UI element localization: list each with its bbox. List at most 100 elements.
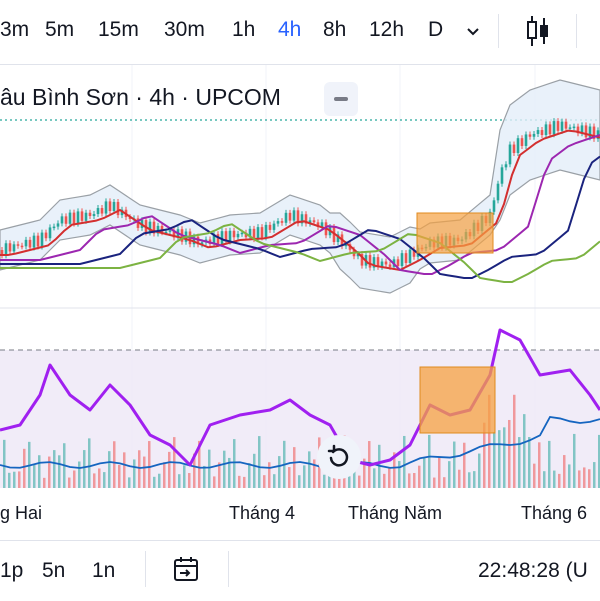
volume-bar [138,450,141,488]
reset-icon[interactable] [317,435,361,479]
candle-body [292,210,296,221]
range-5n[interactable]: 5n [42,559,66,582]
volume-bar [423,457,426,488]
volume-bar [473,471,476,488]
bottom-divider-2 [228,551,229,587]
candlestick-icon[interactable] [524,14,552,48]
volume-bar [268,462,271,488]
chart-area[interactable] [0,65,600,490]
candle-body [552,121,556,135]
volume-bar [123,452,126,488]
volume-bar [308,451,311,488]
bottom-toolbar: 1p 5n 1n 22:48:28 (U [0,540,600,601]
candle-body [128,217,132,219]
candle-body [384,261,388,265]
candle-body [240,232,244,235]
xaxis-label-thang-nam: Tháng Năm [348,503,443,523]
range-1n[interactable]: 1n [92,559,116,582]
candle-body [16,244,20,246]
candle-body [216,234,220,245]
timeframe-8h[interactable]: 8h [323,18,347,41]
volume-bar [563,455,566,488]
volume-bar [203,465,206,488]
candle-body [532,133,536,137]
volume-bar [528,437,531,488]
range-1p[interactable]: 1p [0,559,24,582]
volume-bar [488,394,491,488]
volume-bar [543,471,546,488]
candle-body [540,130,544,136]
chevron-down-icon[interactable] [465,24,481,40]
timeframe-1h[interactable]: 1h [232,18,256,41]
minus-icon[interactable] [324,82,358,116]
candle-body [8,243,12,252]
candle-body [160,225,164,233]
volume-bar [153,476,156,488]
candle-body [592,126,596,139]
candle-body [316,222,320,227]
volume-bar [448,461,451,488]
candle-body [72,212,76,224]
candle-body [408,249,412,263]
candle-body [248,228,252,238]
candle-body [68,212,72,224]
timeframe-3m[interactable]: 3m [0,18,30,41]
volume-bar [188,473,191,488]
candle-body [596,130,600,139]
candle-body [296,210,300,224]
candle-body [108,201,112,211]
candle-body [48,227,52,239]
volume-bar [38,455,41,488]
candle-body [492,200,496,212]
candle-body [528,134,532,137]
candle-body [564,121,568,129]
volume-bar [118,464,121,488]
calendar-goto-icon[interactable] [172,555,202,585]
volume-bar [453,441,456,488]
volume-bar [198,440,201,488]
timeframe-d[interactable]: D [428,18,444,41]
volume-bar [408,473,411,488]
xaxis-label-thang-6: Tháng 6 [521,503,588,523]
candle-body [104,201,108,214]
timeframe-12h[interactable]: 12h [369,18,405,41]
volume-bar [238,475,241,488]
volume-bar [168,451,171,488]
volume-bar [33,464,36,488]
candle-body [0,250,4,256]
timeframe-15m[interactable]: 15m [98,18,139,41]
volume-bar [578,470,581,488]
volume-bar [553,470,556,488]
volume-bar [503,427,506,488]
candle-body [12,244,16,252]
volume-bar [108,451,111,488]
candle-body [396,259,400,267]
timeframe-4h[interactable]: 4h [278,18,302,41]
volume-bar [593,462,596,488]
candle-body [496,183,500,201]
volume-bar [538,442,541,488]
candle-body [76,211,80,224]
candle-body [304,214,308,224]
timeframe-30m[interactable]: 30m [164,18,205,41]
volume-bar [48,456,51,488]
chart-canvas[interactable] [0,65,600,490]
volume-bar [213,476,216,488]
candle-body [572,126,576,129]
volume-bar [68,477,71,488]
candle-body [508,144,512,165]
ma-line-green [0,223,600,283]
candle-body [280,221,284,223]
volume-bar [533,463,536,488]
candle-body [568,127,572,129]
candle-body [560,121,564,131]
candle-body [28,239,32,248]
timeframe-5m[interactable]: 5m [45,18,75,41]
candle-body [152,221,156,234]
candle-body [228,230,232,242]
candle-body [400,253,404,267]
symbol-legend[interactable]: âu Bình Sơn · 4h · UPCOM [0,84,281,110]
candle-body [312,220,316,223]
volume-bar [13,471,16,488]
candle-body [344,244,348,247]
